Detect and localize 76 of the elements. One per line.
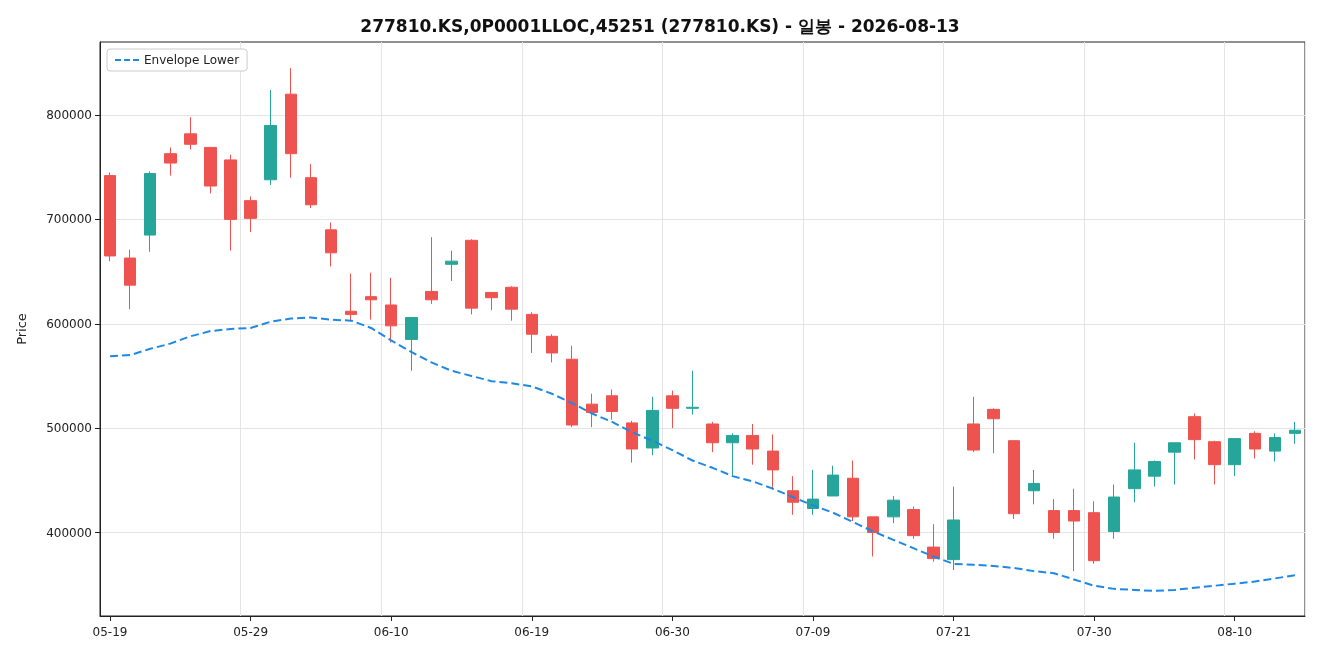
x-tick-label: 05-29 [233, 625, 269, 639]
candlestick [325, 222, 337, 267]
candlestick [164, 146, 177, 177]
candlestick [425, 236, 438, 305]
candlestick [485, 291, 498, 311]
candlestick [1128, 442, 1141, 503]
candlestick [1188, 413, 1201, 460]
candlestick [1168, 442, 1181, 485]
y-tick-label: 500000 [46, 421, 92, 436]
candlestick [606, 389, 618, 421]
candlestick [1208, 440, 1221, 485]
candlestick [1269, 432, 1281, 463]
candlestick [967, 396, 980, 453]
candlestick [1008, 440, 1020, 520]
candlestick [626, 420, 638, 464]
line-series [109, 316, 1296, 592]
candlestick [867, 516, 879, 558]
candlestick [385, 277, 397, 344]
x-tick-label: 07-21 [936, 625, 971, 639]
candlestick [726, 432, 739, 477]
candlestick [907, 505, 920, 540]
x-tick-label: 06-10 [373, 625, 409, 639]
candlestick [345, 273, 357, 322]
candlestick [586, 393, 598, 428]
candlestick [1148, 460, 1161, 488]
candlestick [505, 285, 518, 322]
candlestick [546, 333, 558, 363]
candlestick [184, 116, 197, 150]
candlestick [566, 345, 578, 428]
candlestick [1289, 421, 1301, 445]
candlestick [827, 465, 839, 497]
candlestick [285, 67, 297, 179]
candlestick [987, 407, 1000, 454]
candlestick [847, 460, 859, 522]
candlestick [244, 195, 257, 233]
candlestick [526, 311, 538, 354]
candlestick [445, 250, 458, 282]
y-tick-label: 600000 [46, 316, 92, 331]
y-tick-label: 400000 [46, 525, 92, 540]
candlestick [405, 317, 418, 372]
y-tick-label: 800000 [46, 108, 92, 123]
x-tick-label: 05-19 [92, 625, 128, 639]
candlestick [646, 396, 659, 456]
candlestick [305, 163, 317, 209]
y-tick-label: 700000 [46, 212, 92, 227]
candlestick [746, 423, 759, 466]
candlestick [1048, 498, 1060, 540]
candlestick [1108, 484, 1120, 540]
x-tick-label: 06-30 [654, 625, 690, 639]
x-tick-label: 06-19 [514, 625, 550, 639]
candlestick [465, 238, 478, 315]
candlestick [1249, 430, 1261, 459]
chart-title: 277810.KS,0P0001LLOC,45251 (277810.KS) - 일봉 - 2026-08-13 [360, 15, 960, 36]
candlestick [264, 89, 277, 186]
candlestick [947, 486, 960, 571]
candlestick [927, 523, 940, 563]
candlestick [1068, 488, 1080, 572]
candlestick [887, 495, 900, 524]
candlestick [124, 249, 136, 310]
candlestick [1028, 469, 1040, 505]
candlestick [706, 421, 719, 453]
x-tick-label: 08-10 [1217, 625, 1253, 639]
candlestick [666, 390, 679, 429]
candlestick [144, 170, 156, 253]
candlestick [104, 171, 116, 262]
candlestick [767, 433, 779, 491]
candlestick [365, 272, 377, 321]
candlestick [686, 370, 699, 416]
candlestick [1088, 500, 1100, 565]
x-tick-label: 07-30 [1076, 625, 1112, 639]
candlestick [1228, 438, 1241, 477]
x-tick-label: 07-09 [795, 625, 831, 639]
candlestick [224, 154, 237, 252]
candlestick [204, 146, 217, 194]
y-axis-title: Price [14, 313, 29, 345]
legend-label: Envelope Lower [144, 53, 240, 67]
